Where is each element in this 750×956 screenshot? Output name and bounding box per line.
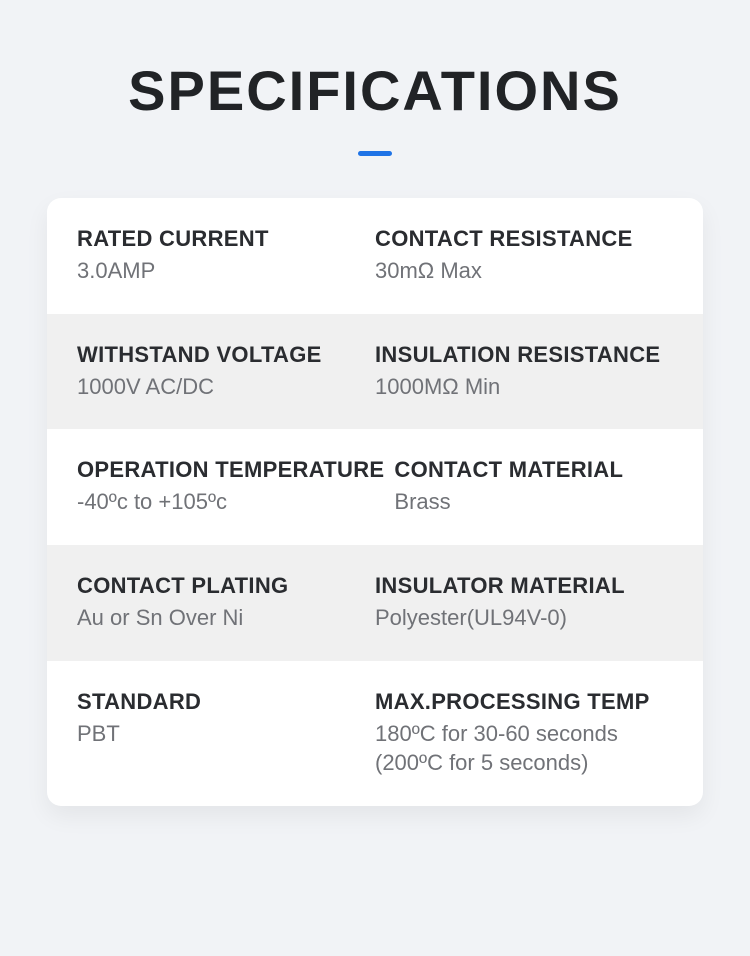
spec-value: 30mΩ Max	[375, 256, 663, 286]
spec-value: 1000V AC/DC	[77, 372, 365, 402]
spec-label: INSULATOR MATERIAL	[375, 573, 663, 599]
spec-value: 180ºC for 30-60 seconds (200ºC for 5 sec…	[375, 719, 663, 778]
spec-value: 3.0AMP	[77, 256, 365, 286]
spec-label: STANDARD	[77, 689, 365, 715]
spec-row: RATED CURRENT 3.0AMP CONTACT RESISTANCE …	[47, 198, 703, 314]
spec-cell: MAX.PROCESSING TEMP 180ºC for 30-60 seco…	[375, 689, 673, 778]
spec-row: OPERATION TEMPERATURE -40ºc to +105ºc CO…	[47, 429, 703, 545]
spec-cell: STANDARD PBT	[77, 689, 375, 778]
spec-value: 1000MΩ Min	[375, 372, 663, 402]
spec-label: MAX.PROCESSING TEMP	[375, 689, 663, 715]
spec-label: INSULATION RESISTANCE	[375, 342, 663, 368]
spec-cell: WITHSTAND VOLTAGE 1000V AC/DC	[77, 342, 375, 402]
spec-value: Polyester(UL94V-0)	[375, 603, 663, 633]
page-title: SPECIFICATIONS	[128, 58, 622, 123]
spec-cell: INSULATION RESISTANCE 1000MΩ Min	[375, 342, 673, 402]
spec-value: Brass	[394, 487, 663, 517]
spec-label: WITHSTAND VOLTAGE	[77, 342, 365, 368]
spec-card: RATED CURRENT 3.0AMP CONTACT RESISTANCE …	[47, 198, 703, 806]
spec-cell: RATED CURRENT 3.0AMP	[77, 226, 375, 286]
spec-row: STANDARD PBT MAX.PROCESSING TEMP 180ºC f…	[47, 661, 703, 806]
spec-value: Au or Sn Over Ni	[77, 603, 365, 633]
spec-cell: CONTACT RESISTANCE 30mΩ Max	[375, 226, 673, 286]
spec-label: CONTACT PLATING	[77, 573, 365, 599]
title-underline	[358, 151, 392, 156]
spec-cell: CONTACT PLATING Au or Sn Over Ni	[77, 573, 375, 633]
spec-label: CONTACT RESISTANCE	[375, 226, 663, 252]
spec-label: OPERATION TEMPERATURE	[77, 457, 384, 483]
spec-cell: CONTACT MATERIAL Brass	[394, 457, 673, 517]
spec-cell: INSULATOR MATERIAL Polyester(UL94V-0)	[375, 573, 673, 633]
spec-cell: OPERATION TEMPERATURE -40ºc to +105ºc	[77, 457, 394, 517]
specifications-page: SPECIFICATIONS RATED CURRENT 3.0AMP CONT…	[0, 0, 750, 956]
spec-row: CONTACT PLATING Au or Sn Over Ni INSULAT…	[47, 545, 703, 661]
spec-label: CONTACT MATERIAL	[394, 457, 663, 483]
spec-value: -40ºc to +105ºc	[77, 487, 384, 517]
spec-label: RATED CURRENT	[77, 226, 365, 252]
spec-value: PBT	[77, 719, 365, 749]
spec-row: WITHSTAND VOLTAGE 1000V AC/DC INSULATION…	[47, 314, 703, 430]
